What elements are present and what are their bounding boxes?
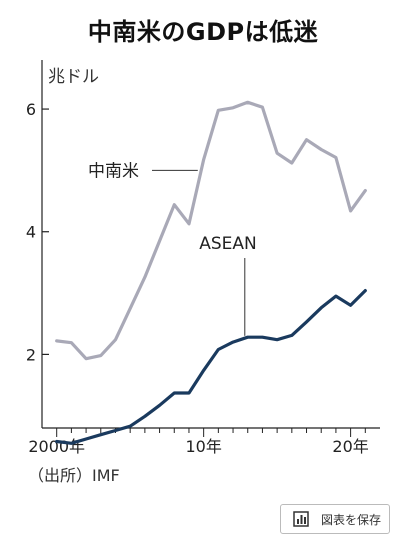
series-label-1: ASEAN [199,234,257,254]
chart-annotations: 中南米 ASEAN [88,161,257,336]
x-tick-label: 2000年 [28,437,85,456]
series-line-1 [55,289,367,445]
y-tick-label: 2 [26,345,36,364]
y-tick-label: 6 [26,100,36,119]
x-tick-label: 10年 [185,437,221,456]
x-tick-label: 20年 [332,437,368,456]
save-chart-button[interactable]: 図表を保存 [280,504,390,534]
series-label-0: 中南米 [88,161,139,181]
series-line-0 [55,100,367,361]
chart-series [55,100,367,445]
y-axis-unit-label: 兆ドル [48,67,99,87]
chart-title: 中南米のGDPは低迷 [87,18,319,46]
y-tick-label: 4 [26,223,36,242]
save-chart-label: 図表を保存 [321,512,382,527]
chart-axes: 2 4 6 2000年 10年 20年 [26,60,380,456]
source-note: （出所）IMF [28,466,120,485]
bar-chart-icon [293,511,309,527]
